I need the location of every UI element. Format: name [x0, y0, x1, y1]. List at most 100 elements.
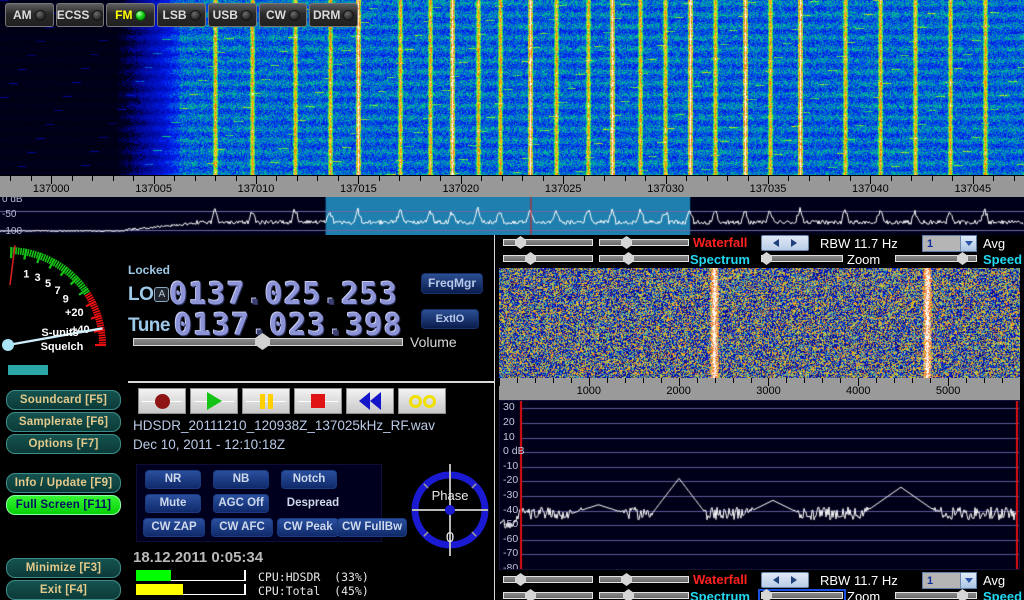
- spectrum-brightness-knob[interactable]: [623, 252, 634, 265]
- dsp-button-nr[interactable]: NR: [145, 470, 201, 489]
- rf-frequency-scale[interactable]: 137000 137005 137010 137015 137020 137025 1370…: [0, 175, 1024, 197]
- scale-tick: [174, 176, 176, 181]
- waterfall-brightness-knob[interactable]: [621, 573, 632, 586]
- speed-slider[interactable]: [895, 592, 977, 599]
- left-button-samplerate[interactable]: Samplerate [F6]: [6, 412, 121, 432]
- mode-button-ecss[interactable]: ECSS: [55, 3, 105, 27]
- zoom-slider[interactable]: [761, 255, 843, 262]
- lo-frequency-row[interactable]: LO A 0137.025.253: [128, 277, 398, 312]
- dsp-button-agc-off[interactable]: AGC Off: [213, 494, 269, 513]
- speed-slider[interactable]: [895, 255, 977, 262]
- lo-frequency-value[interactable]: 0137.025.253: [169, 277, 399, 312]
- audio-spectrum-display[interactable]: 30 20 10 0 dB -10 -20 -30 -40 -50 -60 -70 -80: [499, 400, 1020, 570]
- waterfall-contrast-slider[interactable]: [503, 239, 593, 246]
- waterfall-contrast-slider[interactable]: [503, 576, 593, 583]
- mode-button-drm[interactable]: DRM: [309, 3, 359, 27]
- mode-button-am[interactable]: AM: [5, 3, 54, 27]
- mode-selector-bar[interactable]: AM ECSS FM LSB USB CW DRM: [5, 3, 359, 27]
- dsp-button-nb[interactable]: NB: [213, 470, 269, 489]
- rbw-stepper[interactable]: [761, 572, 809, 588]
- scale-tick: [256, 176, 257, 184]
- mode-button-lsb[interactable]: LSB: [157, 3, 206, 27]
- zoom-slider[interactable]: [758, 589, 846, 600]
- left-button-full[interactable]: Full Screen [F11]: [6, 495, 121, 515]
- zoom-slider-knob[interactable]: [761, 252, 772, 265]
- chevron-left-icon[interactable]: [773, 576, 779, 584]
- transport-controls[interactable]: [138, 388, 446, 414]
- tune-frequency-value[interactable]: 0137.023.398: [173, 308, 403, 343]
- stop-button[interactable]: [294, 388, 342, 414]
- spectrum-brightness-slider[interactable]: [599, 592, 689, 599]
- rf-spectrum-display[interactable]: 0 dB -50 -100: [0, 197, 1024, 235]
- left-button-soundcard[interactable]: Soundcard [F5]: [6, 390, 121, 410]
- waterfall-mode-label[interactable]: Waterfall: [693, 235, 748, 250]
- waterfall-brightness-slider[interactable]: [599, 576, 689, 583]
- rbw-stepper[interactable]: [761, 235, 809, 251]
- mode-button-cw[interactable]: CW: [258, 3, 308, 27]
- pause-button[interactable]: [242, 388, 290, 414]
- scale-tick: [358, 176, 360, 184]
- display-controls-bottom[interactable]: Waterfall Spectrum RBW 11.7 Hz 1 Avg Zoom Spee…: [495, 572, 1024, 600]
- spectrum-contrast-knob[interactable]: [525, 589, 536, 600]
- spectrum-contrast-slider[interactable]: [503, 592, 593, 599]
- left-button-exit[interactable]: Exit [F4]: [6, 580, 121, 600]
- cpu-hdsdr-label: CPU:HDSDR (33%): [258, 570, 369, 584]
- audio-frequency-scale: 1000 2000 3000 4000 5000: [499, 378, 1021, 400]
- audio-scale-tick: [499, 378, 500, 386]
- left-button-minimize[interactable]: Minimize [F3]: [6, 558, 121, 578]
- spectrum-contrast-slider[interactable]: [503, 255, 593, 262]
- dsp-button-cw-zap[interactable]: CW ZAP: [143, 518, 205, 537]
- chevron-right-icon[interactable]: [791, 239, 797, 247]
- volume-slider-knob[interactable]: [255, 333, 270, 350]
- spectrum-contrast-knob[interactable]: [525, 252, 536, 265]
- spectrum-mode-label[interactable]: Spectrum: [690, 252, 750, 267]
- dsp-button-notch[interactable]: Notch: [281, 470, 337, 489]
- dsp-button-despread[interactable]: Despread: [286, 497, 340, 509]
- freq-manager-button[interactable]: FreqMgr: [421, 273, 483, 294]
- spectrum-brightness-slider[interactable]: [599, 255, 689, 262]
- speed-slider-knob[interactable]: [957, 589, 968, 600]
- scale-tick: [686, 176, 688, 181]
- left-button-options[interactable]: Options [F7]: [6, 434, 121, 454]
- chevron-down-icon[interactable]: [960, 236, 976, 251]
- rf-waterfall-display[interactable]: [0, 0, 1024, 175]
- play-button[interactable]: [190, 388, 238, 414]
- dsp-button-cw-afc[interactable]: CW AFC: [211, 518, 273, 537]
- scale-tick: [419, 176, 421, 181]
- waterfall-contrast-knob[interactable]: [515, 236, 526, 249]
- spectrum-mode-label[interactable]: Spectrum: [690, 589, 750, 600]
- scale-tick: [133, 176, 135, 181]
- tune-label: Tune: [128, 314, 170, 336]
- chevron-down-icon[interactable]: [960, 573, 976, 588]
- left-button-info[interactable]: Info / Update [F9]: [6, 473, 121, 493]
- dsp-button-mute[interactable]: Mute: [145, 494, 201, 513]
- mode-button-usb[interactable]: USB: [207, 3, 257, 27]
- chevron-left-icon[interactable]: [773, 239, 779, 247]
- chevron-right-icon[interactable]: [791, 576, 797, 584]
- audio-waterfall-display[interactable]: [499, 268, 1020, 378]
- audio-db-label: -40: [503, 503, 519, 516]
- zoom-slider-knob[interactable]: [761, 589, 772, 600]
- waterfall-brightness-slider[interactable]: [599, 239, 689, 246]
- avg-combo[interactable]: 1: [922, 235, 977, 252]
- waterfall-mode-label[interactable]: Waterfall: [693, 572, 748, 587]
- tape-button[interactable]: [398, 388, 446, 414]
- afc-badge[interactable]: A: [154, 287, 170, 302]
- speed-slider-knob[interactable]: [957, 252, 968, 265]
- audio-scale-label: 1000: [576, 385, 602, 397]
- squelch-level-bar[interactable]: [8, 365, 48, 375]
- waterfall-brightness-knob[interactable]: [621, 236, 632, 249]
- rewind-button[interactable]: [346, 388, 394, 414]
- record-button[interactable]: [138, 388, 186, 414]
- avg-combo[interactable]: 1: [922, 572, 977, 589]
- dsp-button-cw-fullbw[interactable]: CW FullBw: [337, 518, 407, 537]
- waterfall-contrast-knob[interactable]: [515, 573, 526, 586]
- audio-scale-tick: [984, 378, 986, 383]
- dsp-button-cw-peak[interactable]: CW Peak: [277, 518, 339, 537]
- display-controls-top[interactable]: Waterfall Spectrum RBW 11.7 Hz 1 Avg Zoom Spee…: [495, 235, 1024, 267]
- tune-frequency-row[interactable]: Tune 0137.023.398: [128, 308, 403, 343]
- spectrum-brightness-knob[interactable]: [623, 589, 634, 600]
- mode-button-fm[interactable]: FM: [106, 3, 156, 27]
- extio-button[interactable]: ExtIO: [421, 309, 479, 329]
- audio-db-label: 0 dB: [503, 445, 525, 458]
